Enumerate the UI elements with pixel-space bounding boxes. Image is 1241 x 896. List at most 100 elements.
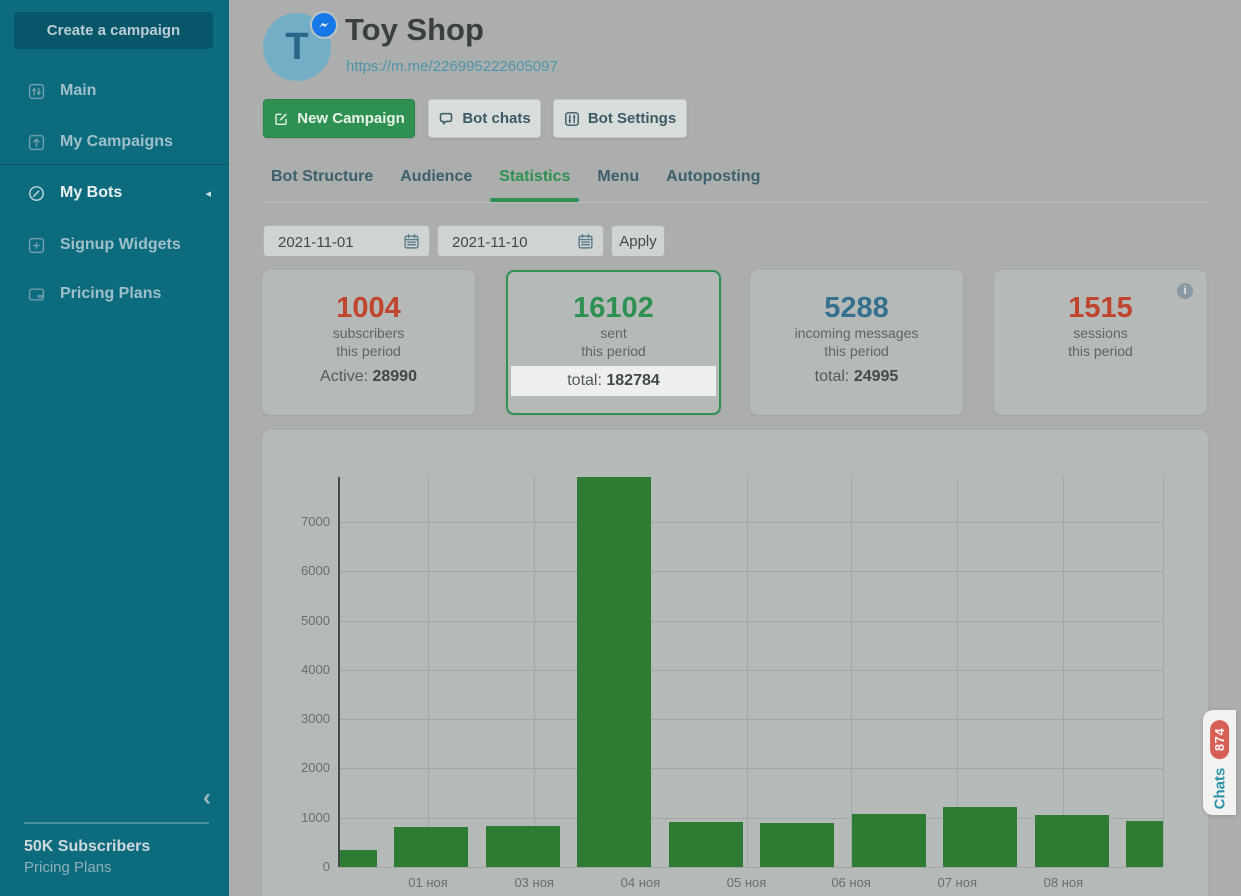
page-title: Toy Shop bbox=[345, 12, 484, 47]
apply-button[interactable]: Apply bbox=[611, 225, 665, 257]
chart-gridline-y bbox=[340, 571, 1163, 573]
bot-chats-label: Bot chats bbox=[462, 110, 531, 127]
chats-side-tab[interactable]: 874 Chats bbox=[1203, 710, 1236, 815]
chart-ytick-label: 7000 bbox=[301, 513, 330, 529]
chart-bar[interactable] bbox=[1034, 814, 1109, 867]
stat-card-sent[interactable]: 16102 sent this period total: 182784 bbox=[506, 270, 721, 415]
sidebar-collapse-chevron-icon[interactable]: ‹ bbox=[203, 784, 211, 811]
chart-bar[interactable] bbox=[577, 477, 652, 867]
chart-bars-layer bbox=[340, 477, 1163, 867]
collapse-left-icon[interactable]: ◂ bbox=[205, 187, 211, 200]
sidebar-item-pricing-plans[interactable]: Pricing Plans bbox=[0, 277, 229, 311]
stat-card-incoming[interactable]: 5288 incoming messages this period total… bbox=[750, 270, 963, 415]
compose-icon bbox=[273, 111, 289, 127]
date-from-field[interactable] bbox=[263, 225, 430, 258]
date-from-input[interactable] bbox=[276, 226, 390, 258]
chart-plot: 0 1000 2000 3000 4000 5000 6000 7000 01 ноя 03 но… bbox=[301, 477, 1164, 890]
date-to-input[interactable] bbox=[450, 226, 564, 258]
chart-gridline-y bbox=[340, 620, 1163, 622]
messenger-badge-icon bbox=[310, 11, 338, 39]
chart-ytick-label: 1000 bbox=[301, 809, 330, 825]
sidebar-item-my-campaigns[interactable]: My Campaigns bbox=[0, 125, 229, 159]
chart-gridline-y bbox=[340, 669, 1163, 671]
tab-statistics[interactable]: Statistics bbox=[490, 168, 580, 202]
date-to-field[interactable] bbox=[437, 225, 604, 258]
calendar-icon[interactable] bbox=[403, 233, 420, 250]
tab-menu[interactable]: Menu bbox=[597, 168, 640, 185]
sidebar-item-label: Main bbox=[60, 82, 97, 99]
sidebar-item-signup-widgets[interactable]: Signup Widgets bbox=[0, 228, 229, 262]
chart-ytick-label: 5000 bbox=[301, 612, 330, 628]
stat-sublabel: this period bbox=[581, 343, 646, 359]
bot-settings-button[interactable]: Bot Settings bbox=[553, 99, 687, 138]
sidebar-item-my-bots[interactable]: My Bots ◂ bbox=[0, 176, 229, 210]
stat-footer-highlight: total: 182784 bbox=[511, 366, 716, 396]
chart-bar[interactable] bbox=[340, 849, 377, 867]
chart-bar[interactable] bbox=[943, 807, 1018, 867]
bot-settings-label: Bot Settings bbox=[587, 110, 677, 127]
stat-sublabel: this period bbox=[1068, 343, 1133, 359]
chart-ytick-label: 4000 bbox=[301, 661, 330, 677]
plan-title: 50K Subscribers bbox=[24, 838, 151, 855]
sidebar-item-main[interactable]: Main bbox=[0, 74, 229, 108]
bot-url-link[interactable]: https://m.me/226995222605097 bbox=[346, 58, 558, 75]
chart-gridline-x bbox=[534, 477, 536, 867]
chart-xtick-label: 07 ноя bbox=[937, 875, 978, 890]
chart-gridline-y bbox=[340, 521, 1163, 523]
chart-ytick-label: 3000 bbox=[301, 711, 330, 727]
campaigns-icon bbox=[28, 134, 45, 151]
chart-bar[interactable] bbox=[760, 823, 835, 867]
pricing-icon bbox=[28, 286, 45, 303]
sidebar-item-label: My Bots bbox=[60, 184, 123, 201]
stat-card-sessions[interactable]: i 1515 sessions this period bbox=[994, 270, 1207, 415]
chart-xtick-label: 03 ноя bbox=[514, 875, 554, 890]
chart-card: 0 1000 2000 3000 4000 5000 6000 7000 01 ноя 03 но… bbox=[262, 430, 1208, 896]
stat-footer: total: 24995 bbox=[815, 368, 899, 386]
tab-audience[interactable]: Audience bbox=[400, 168, 473, 185]
main-icon bbox=[28, 83, 45, 100]
stat-footer-prefix: total: bbox=[567, 372, 607, 389]
chart-xtick-label: 04 ноя bbox=[620, 875, 661, 890]
bot-chats-button[interactable]: Bot chats bbox=[428, 99, 541, 138]
new-campaign-button[interactable]: New Campaign bbox=[263, 99, 415, 138]
chart-ytick-label: 2000 bbox=[301, 760, 330, 776]
tabs-divider bbox=[262, 202, 1208, 203]
chats-label-box: Chats bbox=[1209, 763, 1231, 813]
widgets-icon bbox=[28, 237, 45, 254]
stat-footer: Active: 28990 bbox=[320, 368, 417, 386]
chart-gridline-x bbox=[746, 477, 748, 867]
chart-bar[interactable] bbox=[394, 826, 469, 867]
avatar-letter: T bbox=[285, 25, 309, 68]
chat-bubble-icon bbox=[438, 111, 454, 127]
tab-bot-structure[interactable]: Bot Structure bbox=[271, 168, 374, 185]
info-icon[interactable]: i bbox=[1177, 283, 1193, 299]
create-campaign-button[interactable]: Create a campaign bbox=[14, 12, 213, 49]
chart-baseline bbox=[340, 867, 1163, 868]
stat-footer-value: 24995 bbox=[853, 368, 899, 385]
bots-icon bbox=[28, 185, 45, 202]
stat-footer-value: 28990 bbox=[372, 368, 417, 385]
chart-gridline-y bbox=[340, 817, 1163, 819]
chart-bar[interactable] bbox=[485, 826, 560, 867]
sidebar: Create a campaign Main My Campaigns bbox=[0, 0, 229, 896]
chats-badge-box: 874 bbox=[1209, 719, 1231, 759]
chart-xtick-label: 08 ноя bbox=[1043, 875, 1084, 890]
chart-bar[interactable] bbox=[668, 822, 743, 867]
stat-sublabel: this period bbox=[824, 343, 889, 359]
stat-card-subscribers[interactable]: 1004 subscribers this period Active: 289… bbox=[262, 270, 475, 415]
chart-bar[interactable] bbox=[851, 814, 926, 867]
chart-bar[interactable] bbox=[1126, 821, 1163, 867]
chart-xtick-label: 05 ноя bbox=[726, 875, 767, 890]
chats-tab-label: Chats bbox=[1211, 767, 1228, 809]
stat-value: 1515 bbox=[1068, 292, 1133, 324]
tab-autoposting[interactable]: Autoposting bbox=[666, 168, 761, 185]
new-campaign-label: New Campaign bbox=[297, 110, 405, 127]
chart-ytick-label: 6000 bbox=[301, 563, 330, 579]
stat-value: 5288 bbox=[824, 292, 889, 324]
calendar-icon[interactable] bbox=[577, 233, 594, 250]
plan-pricing-link[interactable]: Pricing Plans bbox=[24, 859, 112, 876]
stat-label: sessions bbox=[1073, 325, 1128, 341]
sidebar-divider bbox=[0, 164, 229, 165]
chats-unread-badge: 874 bbox=[1210, 719, 1230, 759]
